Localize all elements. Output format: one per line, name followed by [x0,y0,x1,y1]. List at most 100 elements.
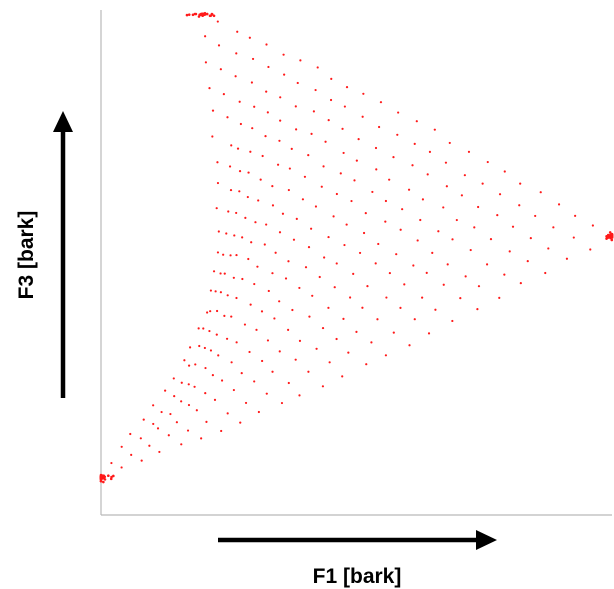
data-point-189 [188,346,192,349]
data-point-177 [253,282,256,286]
data-point-386 [610,238,614,242]
data-point-211 [278,231,282,234]
data-point-214 [335,192,338,196]
data-point-312 [234,75,237,78]
data-point-89 [469,248,472,252]
data-point-8 [257,410,260,414]
data-point-355 [205,12,209,16]
data-point-23 [589,248,592,251]
data-point-51 [156,427,160,430]
data-point-261 [235,211,238,215]
data-point-181 [327,235,330,239]
data-point-265 [290,147,293,150]
data-point-55 [232,388,235,392]
data-point-256 [341,127,344,130]
data-point-299 [239,122,242,126]
data-point-218 [413,142,416,145]
data-point-215 [353,179,356,182]
data-point-138 [209,349,213,352]
data-point-2 [140,459,143,462]
data-point-149 [419,218,422,222]
data-point-254 [307,154,310,157]
data-point-222 [223,272,226,275]
data-point-191 [215,309,219,313]
data-point-164 [343,243,346,247]
data-point-37 [347,351,350,354]
data-point-122 [273,317,276,320]
data-point-162 [304,266,308,269]
data-point-159 [249,303,252,306]
data-point-6 [220,429,223,433]
data-point-294 [279,96,282,99]
data-point-292 [251,127,254,130]
data-point-281 [229,188,233,192]
data-point-66 [464,275,467,278]
data-point-87 [425,271,428,275]
data-point-245 [377,125,381,129]
data-point-119 [217,354,220,357]
data-point-124 [311,294,314,297]
data-point-96 [180,400,183,403]
data-point-104 [327,306,330,309]
data-point-212 [295,217,298,220]
data-point-82 [321,326,325,330]
data-point-19 [498,296,501,300]
data-point-128 [395,253,398,256]
data-point-226 [281,212,285,215]
data-point-115 [152,404,155,407]
data-point-323 [216,20,219,23]
data-point-347 [187,13,191,16]
data-point-316 [219,68,222,71]
data-point-175 [223,314,226,317]
data-point-141 [260,310,264,313]
data-point-186 [426,173,429,176]
data-point-88 [446,263,449,266]
data-point-193 [241,277,244,281]
data-point-235 [219,272,222,275]
data-point-98 [211,373,214,377]
data-point-220 [206,311,209,314]
data-point-99 [230,361,233,364]
data-point-309 [282,53,285,56]
data-point-65 [442,283,445,286]
data-point-145 [335,262,338,265]
data-point-288 [330,77,333,80]
data-point-44 [503,273,506,276]
data-point-135 [164,389,167,392]
data-point-30 [205,420,208,423]
data-point-250 [244,216,247,219]
data-point-244 [357,138,360,141]
data-point-61 [355,330,358,333]
data-point-199 [350,199,353,203]
data-point-298 [230,144,233,147]
data-point-103 [308,315,311,318]
data-point-153 [503,170,506,173]
data-point-291 [236,147,240,150]
data-point-320 [217,44,221,47]
data-point-150 [442,206,445,209]
data-point-230 [355,159,358,162]
data-point-163 [323,256,326,259]
data-point-270 [217,230,220,233]
data-point-295 [296,81,299,85]
data-point-404 [607,233,611,237]
data-point-197 [310,227,313,230]
data-point-275 [278,139,281,142]
data-point-300 [253,105,256,108]
data-point-384 [607,235,610,239]
data-point-303 [299,59,302,62]
data-point-120 [235,341,238,344]
data-point-240 [287,188,290,192]
data-point-53 [195,409,198,412]
data-point-399 [610,232,614,236]
data-point-201 [388,178,391,181]
data-point-315 [208,86,211,90]
data-point-332 [185,13,189,17]
data-point-158 [230,315,233,318]
data-point-297 [216,161,219,164]
data-point-121 [255,328,258,331]
data-point-286 [294,105,297,108]
data-point-198 [332,215,335,218]
data-point-117 [187,383,190,386]
data-point-310 [211,109,215,112]
